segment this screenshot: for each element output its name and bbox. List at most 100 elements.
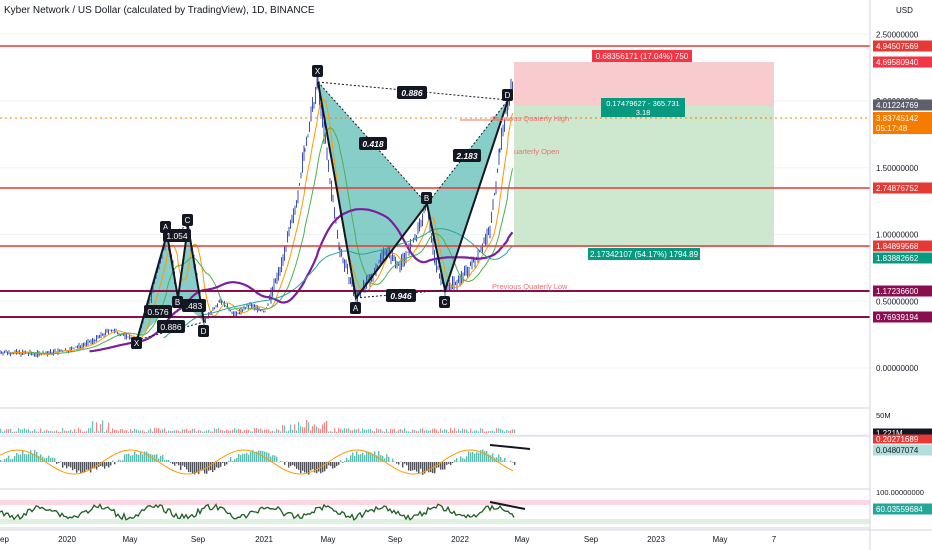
large-ratio-bd[interactable]: 2.183 (453, 149, 481, 162)
volume-bar (274, 431, 276, 433)
large-ratio-xb[interactable]: 0.418 (359, 137, 387, 150)
osc-bar (238, 454, 240, 462)
osc-bar (258, 450, 260, 462)
svg-text:0.418: 0.418 (362, 139, 384, 149)
osc-bar (146, 451, 148, 462)
volume-bar (500, 428, 502, 433)
large-point-b[interactable]: B (421, 192, 432, 204)
small-point-x[interactable]: X (131, 337, 142, 349)
volume-bar (226, 429, 228, 433)
osc-bar (454, 460, 456, 462)
take-profit-zone[interactable] (514, 106, 774, 247)
osc-bar (36, 452, 38, 462)
osc-bar (498, 454, 500, 462)
small-point-d[interactable]: D (198, 325, 209, 337)
volume-bar (514, 429, 516, 433)
volume-bar (316, 426, 318, 433)
small-ratio-xd[interactable]: 0.886 (157, 320, 185, 333)
large-ratio-ac[interactable]: 0.946 (386, 289, 416, 302)
osc-bar (418, 462, 420, 475)
large-point-c[interactable]: C (439, 296, 450, 308)
volume-bar (68, 430, 70, 433)
osc-bar (312, 462, 314, 470)
volume-bar (176, 430, 178, 433)
volume-bar (70, 429, 72, 433)
volume-bar (250, 431, 252, 433)
volume-bar (344, 428, 346, 433)
volume-bar (462, 428, 464, 433)
volume-bar (220, 430, 222, 433)
currency-label[interactable]: USD (896, 6, 913, 15)
volume-bar (386, 428, 388, 433)
price-tick-label-6: 1.50000000 (876, 164, 919, 173)
osc-bar (338, 462, 340, 465)
osc-bar (504, 457, 506, 462)
osc-bar (192, 462, 194, 474)
svg-text:D: D (505, 91, 511, 100)
time-axis-ticks[interactable]: ep 2020 May Sep 2021 May Sep 2022 May Sep 2023 May 7 (0, 535, 777, 544)
volume-bar (362, 428, 364, 433)
osc-tag-2: 0.04807074 (876, 446, 919, 455)
oscillator-pane[interactable] (0, 449, 516, 475)
small-ratio-bd[interactable]: .483 (182, 299, 206, 312)
volume-bar (54, 431, 56, 433)
osc-bar (304, 462, 306, 473)
large-point-a[interactable]: A (350, 302, 361, 314)
osc-bar (428, 462, 430, 473)
osc-bar (6, 457, 8, 462)
osc-bar (410, 462, 412, 471)
volume-bar (82, 431, 84, 433)
large-ratio-xd[interactable]: 0.886 (397, 86, 427, 99)
chart-symbol-title[interactable]: Kyber Network / US Dollar (calculated by… (4, 5, 315, 16)
volume-bar (172, 430, 174, 433)
osc-bar (158, 458, 160, 462)
osc-bar (228, 460, 230, 462)
volume-bar (510, 430, 512, 433)
volume-bar (206, 430, 208, 433)
osc-bar (296, 462, 298, 469)
large-point-x[interactable]: X (312, 65, 323, 77)
level-tag-4-box (873, 285, 932, 297)
osc-bar (244, 453, 246, 462)
volume-bar (130, 429, 132, 433)
small-point-b[interactable]: B (172, 296, 183, 308)
osc-bar (388, 456, 390, 462)
quarterly-open-annotation: uarterly Open (514, 147, 559, 156)
osc-bar (330, 462, 332, 467)
osc-bar (102, 462, 104, 467)
osc-bar (276, 456, 278, 462)
volume-bar (132, 430, 134, 433)
svg-text:X: X (315, 67, 321, 76)
volume-bar (396, 431, 398, 433)
osc-bar (478, 452, 480, 462)
small-ratio-ac[interactable]: 1.054 (163, 229, 191, 242)
time-tick-label-4: 2021 (255, 535, 273, 544)
osc-bar (182, 462, 184, 466)
volume-pane[interactable] (0, 420, 516, 433)
volume-bar (6, 429, 8, 433)
volume-bar (434, 428, 436, 433)
rsi-pane[interactable] (0, 503, 515, 521)
osc-bar (76, 462, 78, 473)
large-point-d[interactable]: D (502, 89, 513, 101)
osc-bar (398, 462, 400, 465)
entry-label-box (601, 98, 685, 117)
volume-bar (22, 429, 24, 433)
volume-bar (138, 430, 140, 433)
volume-bar (378, 429, 380, 433)
osc-bar (430, 462, 432, 473)
price-axis-tags: 4.94507569 2.74876752 1.84899568 1.17236600… (873, 40, 932, 515)
svg-text:A: A (353, 304, 359, 313)
volume-bar (484, 431, 486, 433)
volume-bar (320, 429, 322, 433)
osc-bar (342, 462, 344, 463)
volume-bar (410, 431, 412, 433)
osc-bar (10, 459, 12, 462)
volume-bar (56, 430, 58, 433)
small-ratio-xb[interactable]: 0.576 (144, 305, 172, 318)
osc-bar (58, 462, 60, 464)
volume-bar (454, 428, 456, 433)
small-point-c[interactable]: C (182, 214, 193, 226)
svg-text:X: X (134, 339, 140, 348)
